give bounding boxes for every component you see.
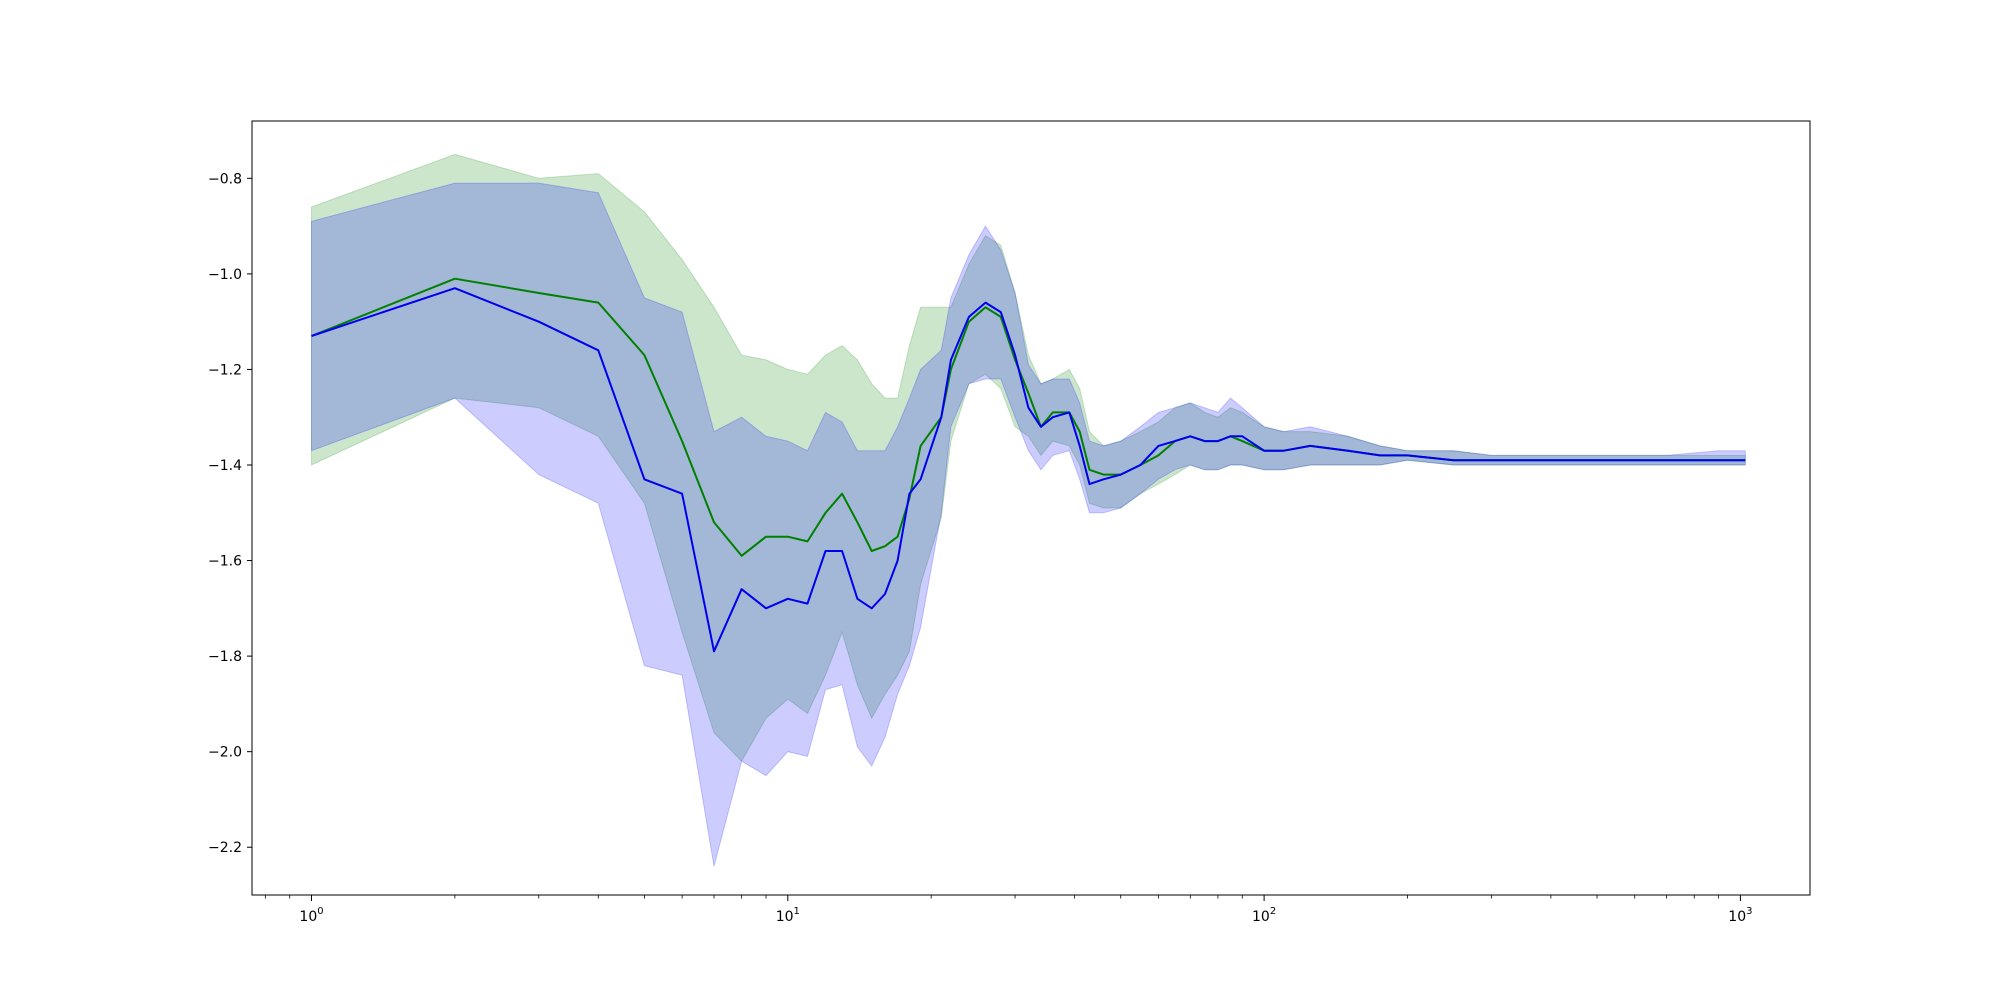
y-tick-label: −1.0 — [208, 267, 242, 283]
y-tick-label: −2.2 — [208, 840, 242, 856]
y-tick-label: −2.0 — [208, 745, 242, 761]
plot-frame — [251, 120, 1811, 896]
x-tick-label: 101 — [776, 906, 800, 925]
y-tick-label: −0.8 — [208, 171, 242, 187]
x-tick-label: 102 — [1252, 906, 1276, 925]
y-axis: −0.8 −1.0 −1.2 −1.4 −1.6 −1.8 −2.0 −2.2 — [208, 171, 252, 856]
confidence-bands — [311, 153, 1746, 867]
y-tick-label: −1.4 — [208, 458, 242, 474]
x-axis: 100 101 102 103 — [264, 895, 1753, 925]
series-1-band — [311, 182, 1746, 867]
y-tick-label: −1.2 — [208, 362, 242, 378]
series-0-band — [311, 153, 1746, 763]
y-tick-label: −1.8 — [208, 649, 242, 665]
x-tick-label: 103 — [1728, 906, 1752, 925]
y-tick-label: −1.6 — [208, 554, 242, 570]
series-1-line — [311, 287, 1746, 653]
series-lines — [311, 277, 1746, 653]
x-tick-label: 100 — [299, 906, 323, 925]
